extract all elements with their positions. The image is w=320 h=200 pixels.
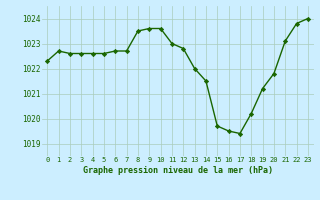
- X-axis label: Graphe pression niveau de la mer (hPa): Graphe pression niveau de la mer (hPa): [83, 166, 273, 175]
